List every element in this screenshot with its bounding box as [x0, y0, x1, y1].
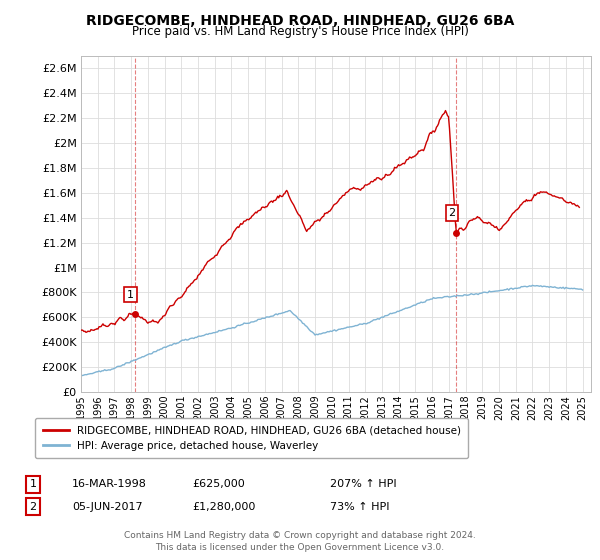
Text: This data is licensed under the Open Government Licence v3.0.: This data is licensed under the Open Gov… — [155, 543, 445, 552]
Text: 2: 2 — [29, 502, 37, 512]
Text: 2: 2 — [448, 208, 455, 218]
Text: 73% ↑ HPI: 73% ↑ HPI — [330, 502, 389, 512]
Text: 1: 1 — [127, 290, 134, 300]
Text: 1: 1 — [29, 479, 37, 489]
Text: £1,280,000: £1,280,000 — [192, 502, 256, 512]
Text: RIDGECOMBE, HINDHEAD ROAD, HINDHEAD, GU26 6BA: RIDGECOMBE, HINDHEAD ROAD, HINDHEAD, GU2… — [86, 14, 514, 28]
Text: £625,000: £625,000 — [192, 479, 245, 489]
Legend: RIDGECOMBE, HINDHEAD ROAD, HINDHEAD, GU26 6BA (detached house), HPI: Average pri: RIDGECOMBE, HINDHEAD ROAD, HINDHEAD, GU2… — [35, 418, 468, 458]
Text: 207% ↑ HPI: 207% ↑ HPI — [330, 479, 397, 489]
Text: Contains HM Land Registry data © Crown copyright and database right 2024.: Contains HM Land Registry data © Crown c… — [124, 531, 476, 540]
Text: 16-MAR-1998: 16-MAR-1998 — [72, 479, 147, 489]
Text: 05-JUN-2017: 05-JUN-2017 — [72, 502, 143, 512]
Text: Price paid vs. HM Land Registry's House Price Index (HPI): Price paid vs. HM Land Registry's House … — [131, 25, 469, 38]
